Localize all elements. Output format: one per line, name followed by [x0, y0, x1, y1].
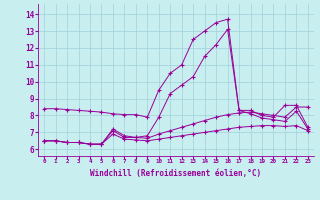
X-axis label: Windchill (Refroidissement éolien,°C): Windchill (Refroidissement éolien,°C) — [91, 169, 261, 178]
